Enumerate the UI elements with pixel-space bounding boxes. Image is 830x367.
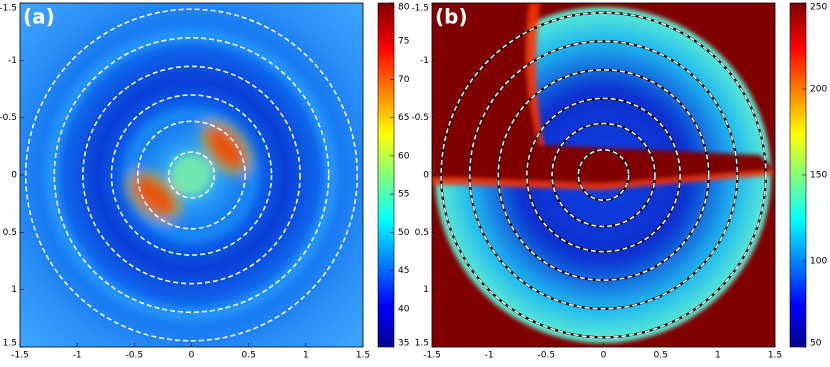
ring — [167, 151, 216, 199]
colorbar-tick-label: 100 — [810, 257, 827, 267]
x-tick-label: -1 — [73, 351, 82, 361]
colorbar-tick-label: 60 — [398, 151, 410, 161]
colorbar-tick-label: 35 — [398, 339, 409, 349]
x-tick-label: 0 — [601, 351, 607, 361]
ring — [110, 94, 273, 256]
colorbar-tick-label: 50 — [398, 228, 410, 238]
y-tick-label: -1.5 — [411, 4, 429, 14]
ring — [526, 97, 681, 253]
colorbar-tick-label: 45 — [398, 266, 409, 276]
panel-label: (a) — [23, 5, 55, 29]
ring — [24, 8, 359, 342]
colorbar-tick-label: 65 — [398, 113, 409, 123]
y-tick-label: -0.5 — [411, 113, 429, 123]
colorbar-tick-label: 80 — [398, 3, 410, 13]
x-tick-label: 1.5 — [768, 351, 782, 361]
x-tick-label: -0.5 — [538, 351, 556, 361]
y-tick-label: -1.5 — [0, 4, 17, 14]
x-tick-label: -1.5 — [11, 351, 29, 361]
colorbar-tick-label: 50 — [810, 339, 822, 349]
x-tick-label: 1 — [303, 351, 309, 361]
ring — [137, 120, 246, 230]
ring — [468, 40, 739, 310]
field-b — [432, 3, 775, 347]
colorbar-tick-label: 55 — [398, 190, 409, 200]
colorbar-tick-label: 200 — [810, 85, 827, 95]
colorbar-tick-label: 75 — [398, 37, 409, 47]
panel-label: (b) — [435, 5, 468, 29]
y-tick-label: -1 — [8, 56, 17, 66]
ring — [440, 11, 767, 339]
ring — [53, 37, 330, 313]
colorbar-tick-label: 70 — [398, 75, 410, 85]
y-tick-label: -0.5 — [0, 113, 17, 123]
y-tick-label: 1.5 — [415, 339, 429, 349]
colorbar-tick-label: 40 — [398, 304, 410, 314]
field-a — [20, 3, 363, 347]
y-tick-label: 1.5 — [3, 339, 17, 349]
x-tick-label: -1 — [485, 351, 494, 361]
ring — [82, 65, 301, 285]
x-tick-label: 1 — [715, 351, 721, 361]
ring — [577, 149, 630, 201]
x-tick-label: 0 — [189, 351, 195, 361]
x-tick-label: -0.5 — [126, 351, 144, 361]
x-tick-label: 0.5 — [242, 351, 256, 361]
y-tick-label: 1 — [423, 285, 429, 295]
colorbar — [377, 2, 395, 348]
y-tick-label: 0.5 — [3, 228, 17, 238]
ring — [497, 69, 710, 281]
y-tick-label: 1 — [11, 285, 17, 295]
y-tick-label: -1 — [420, 56, 429, 66]
y-tick-label: 0 — [11, 171, 17, 181]
y-tick-label: 0.5 — [415, 228, 429, 238]
y-tick-label: 0 — [423, 171, 429, 181]
ring — [551, 122, 656, 228]
colorbar-tick-label: 150 — [810, 171, 827, 181]
x-tick-label: -1.5 — [423, 351, 441, 361]
x-tick-label: 1.5 — [356, 351, 370, 361]
x-tick-label: 0.5 — [654, 351, 668, 361]
colorbar-tick-label: 250 — [810, 3, 827, 13]
